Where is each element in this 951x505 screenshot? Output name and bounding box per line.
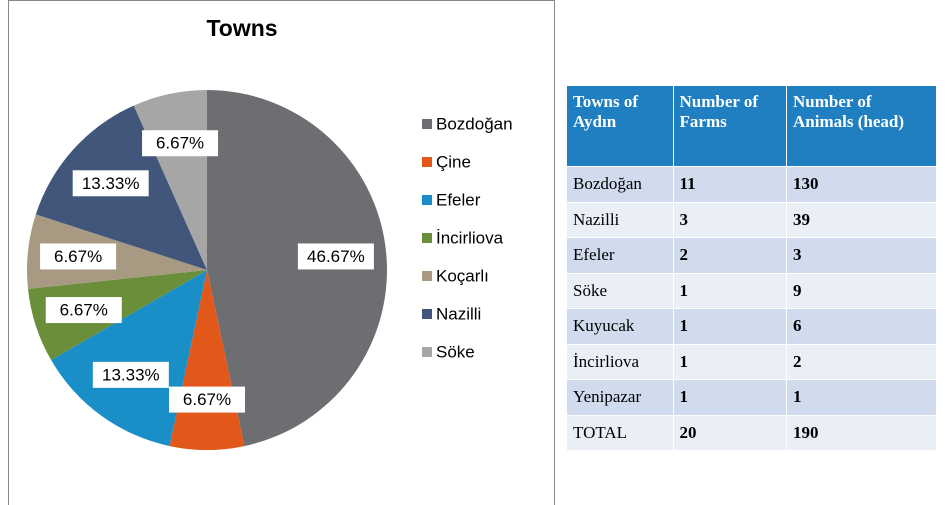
- table-cell: Kuyucak: [567, 308, 674, 344]
- table-cell: Bozdoğan: [567, 166, 674, 202]
- table-cell: Yenipazar: [567, 379, 674, 415]
- header-cell: Number of Farms: [673, 86, 788, 167]
- table-row: Yenipazar 1 1: [567, 379, 937, 415]
- table-cell: 1: [786, 379, 937, 415]
- data-label-box: [142, 130, 219, 157]
- pie-slice: [51, 270, 207, 447]
- data-table: Towns of Aydın Number of Farms Number of A…: [567, 86, 937, 450]
- table-cell: 6: [786, 308, 937, 344]
- header-cell: Number of Animals (head): [786, 86, 937, 167]
- legend-swatch: [422, 195, 432, 205]
- table-body: Bozdoğan 11 130 Nazilli 3 39 Efeler 2 3 Söke 1 9 Kuy…: [567, 166, 937, 450]
- data-label: 13.33%: [82, 174, 140, 193]
- data-label-box: [169, 386, 245, 413]
- data-label: 46.67%: [307, 247, 365, 266]
- table-cell: 9: [786, 272, 937, 309]
- legend-label: Efeler: [436, 190, 481, 209]
- table-row: Söke 1 9: [567, 272, 937, 309]
- table-cell: 20: [673, 414, 788, 450]
- data-label-box: [40, 243, 117, 270]
- legend-label: Nazilli: [436, 304, 481, 323]
- table-cell: 1: [673, 379, 788, 415]
- table-cell: 3: [786, 237, 937, 273]
- table-cell: Nazilli: [567, 201, 674, 238]
- data-label: 13.33%: [102, 365, 160, 384]
- data-label: 6.67%: [54, 247, 102, 266]
- table-row: Nazilli 3 39: [567, 201, 937, 238]
- legend-swatch: [422, 119, 432, 129]
- table-cell: TOTAL: [567, 414, 674, 450]
- legend-label: Söke: [436, 342, 475, 361]
- pie-slice: [207, 90, 388, 447]
- table-cell: 190: [786, 414, 937, 450]
- header-cell: Towns of Aydın: [567, 86, 674, 167]
- table-row: Bozdoğan 11 130: [567, 166, 937, 202]
- legend-label: Koçarlı: [436, 266, 489, 285]
- table-row: TOTAL 20 190: [567, 414, 937, 450]
- table-row: Efeler 2 3: [567, 237, 937, 273]
- table-cell: 1: [673, 308, 788, 344]
- legend-label: Bozdoğan: [436, 114, 513, 133]
- table-cell: 39: [786, 201, 937, 238]
- legend-swatch: [422, 271, 432, 281]
- chart: Towns 46.67% 6.67% 13.33% 6.67% 6.67% 13.33% 6…: [8, 0, 555, 505]
- data-label-box: [92, 361, 169, 388]
- table-cell: 11: [673, 166, 788, 202]
- table-cell: Söke: [567, 272, 674, 309]
- data-label-box: [45, 297, 122, 324]
- table-row: İncirliova 1 2: [567, 343, 937, 380]
- data-label: 6.67%: [60, 301, 108, 320]
- header-row: Towns of Aydın Number of Farms Number of A…: [567, 86, 937, 167]
- table-cell: 2: [673, 237, 788, 273]
- legend-label: İncirliova: [436, 228, 504, 247]
- table-cell: 1: [673, 272, 788, 309]
- table-cell: İncirliova: [567, 343, 674, 380]
- legend-swatch: [422, 233, 432, 243]
- table-cell: 2: [786, 343, 937, 380]
- legend-swatch: [422, 157, 432, 167]
- data-label-box: [297, 243, 374, 270]
- table-cell: 130: [786, 166, 937, 202]
- data-label: 6.67%: [156, 134, 204, 153]
- table-cell: 1: [673, 343, 788, 380]
- pie-slice: [26, 214, 207, 289]
- data-label: 6.67%: [183, 390, 231, 409]
- chart-title: Towns: [206, 15, 277, 41]
- table-cell: 3: [673, 201, 788, 238]
- data-label-box: [72, 170, 149, 197]
- table-cell: Efeler: [567, 237, 674, 273]
- legend-swatch: [422, 309, 432, 319]
- legend-label: Çine: [436, 152, 471, 171]
- table-row: Kuyucak 1 6: [567, 308, 937, 344]
- legend-swatch: [422, 347, 432, 357]
